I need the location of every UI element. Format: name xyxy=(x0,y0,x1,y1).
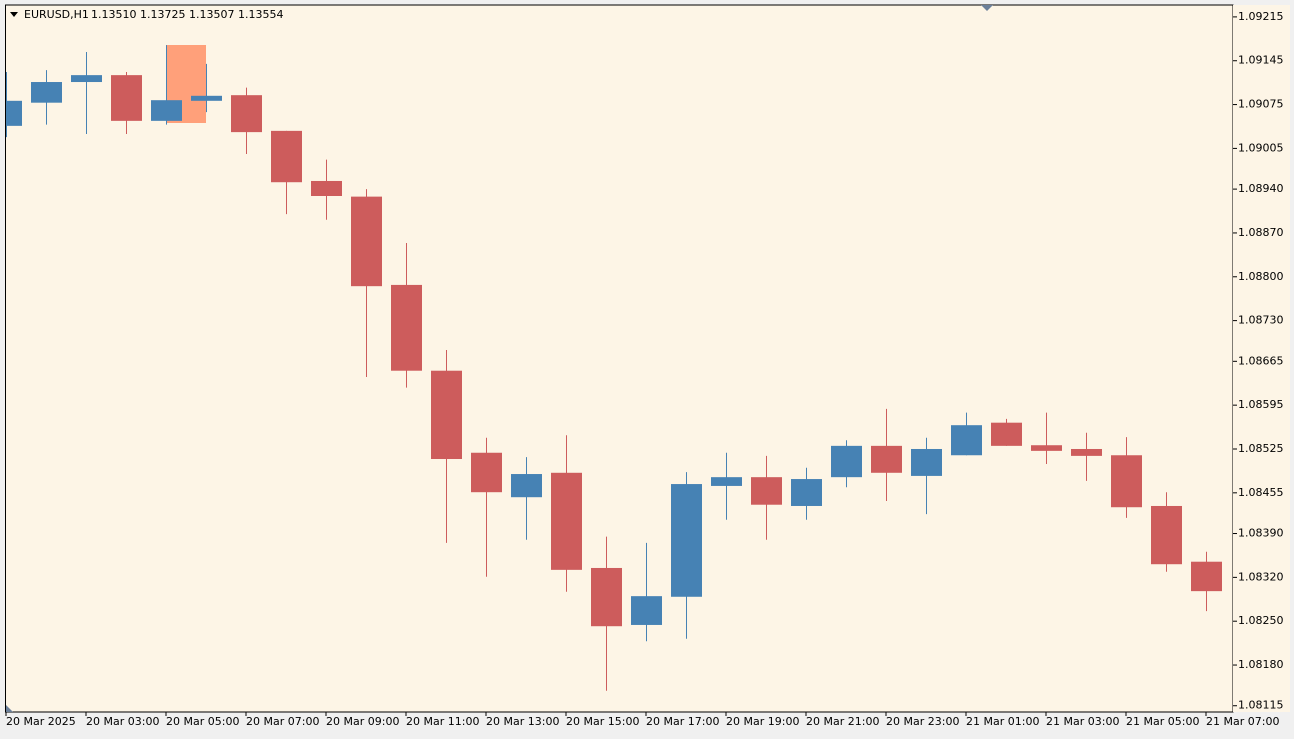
candle-body xyxy=(831,445,862,478)
chart-title: EURUSD,H1 xyxy=(24,8,89,21)
candle-body xyxy=(271,130,302,183)
candle-body xyxy=(671,484,702,597)
x-tick-label: 20 Mar 19:00 xyxy=(726,715,799,728)
x-tick-label: 20 Mar 03:00 xyxy=(86,715,159,728)
candle-body xyxy=(631,596,662,625)
x-tick-label: 20 Mar 21:00 xyxy=(806,715,879,728)
x-tick-label: 21 Mar 03:00 xyxy=(1046,715,1119,728)
y-tick-label: 1.08940 xyxy=(1238,182,1284,195)
candle-body xyxy=(711,477,742,486)
y-tick-label: 1.08390 xyxy=(1238,527,1284,540)
menu-triangle xyxy=(10,12,18,17)
candle-body xyxy=(1031,445,1062,451)
x-tick-label: 20 Mar 2025 xyxy=(6,715,76,728)
candle-body xyxy=(991,422,1022,446)
candle-body xyxy=(111,75,142,121)
candle-body xyxy=(311,180,342,196)
candle-body xyxy=(191,95,222,101)
candle-body xyxy=(911,448,942,476)
corner-marker xyxy=(5,704,13,712)
y-tick-label: 1.08320 xyxy=(1238,570,1284,583)
y-tick-label: 1.08665 xyxy=(1238,354,1284,367)
candle-body xyxy=(791,479,822,506)
x-tick-label: 20 Mar 15:00 xyxy=(566,715,639,728)
x-tick-label: 20 Mar 07:00 xyxy=(246,715,319,728)
y-tick-label: 1.08180 xyxy=(1238,658,1284,671)
y-tick-label: 1.08730 xyxy=(1238,314,1284,327)
y-tick-label: 1.09005 xyxy=(1238,141,1284,154)
candle-body xyxy=(231,95,262,133)
candle-body xyxy=(151,100,182,121)
candle-body xyxy=(1191,561,1222,592)
y-tick-label: 1.08250 xyxy=(1238,614,1284,627)
x-tick-label: 20 Mar 09:00 xyxy=(326,715,399,728)
y-tick-label: 1.09145 xyxy=(1238,54,1284,67)
x-tick-label: 20 Mar 05:00 xyxy=(166,715,239,728)
shift-marker xyxy=(981,5,993,11)
x-tick-label: 21 Mar 01:00 xyxy=(966,715,1039,728)
x-tick-label: 20 Mar 13:00 xyxy=(486,715,559,728)
candle-body xyxy=(951,425,982,456)
price-axis-area xyxy=(1233,5,1290,712)
candle-body xyxy=(391,284,422,371)
y-tick-label: 1.09075 xyxy=(1238,98,1284,111)
candle-body xyxy=(591,567,622,627)
y-tick-label: 1.08595 xyxy=(1238,398,1284,411)
x-tick-label: 20 Mar 17:00 xyxy=(646,715,719,728)
ohlc-text: 1.13510 1.13725 1.13507 1.13554 xyxy=(91,8,283,21)
candle-body xyxy=(1071,448,1102,456)
y-tick-label: 1.08455 xyxy=(1238,486,1284,499)
candle-body xyxy=(551,472,582,570)
x-tick-label: 20 Mar 11:00 xyxy=(406,715,479,728)
y-tick-label: 1.08115 xyxy=(1238,699,1284,712)
candle-body xyxy=(1111,455,1142,508)
candle-body xyxy=(511,474,542,498)
candle-body xyxy=(471,452,502,493)
x-tick-label: 20 Mar 23:00 xyxy=(886,715,959,728)
y-tick-label: 1.08525 xyxy=(1238,442,1284,455)
y-tick-label: 1.08870 xyxy=(1238,226,1284,239)
left-edge xyxy=(0,0,5,739)
candle-body xyxy=(431,370,462,460)
candle-body xyxy=(871,445,902,473)
y-tick-label: 1.08800 xyxy=(1238,270,1284,283)
candle-body xyxy=(71,75,102,83)
x-tick-label: 21 Mar 07:00 xyxy=(1206,715,1279,728)
y-tick-label: 1.09215 xyxy=(1238,10,1284,23)
candle-body xyxy=(351,196,382,287)
candle-body xyxy=(1151,505,1182,565)
candle-body xyxy=(31,82,62,103)
x-tick-label: 21 Mar 05:00 xyxy=(1126,715,1199,728)
candle-body xyxy=(751,477,782,505)
